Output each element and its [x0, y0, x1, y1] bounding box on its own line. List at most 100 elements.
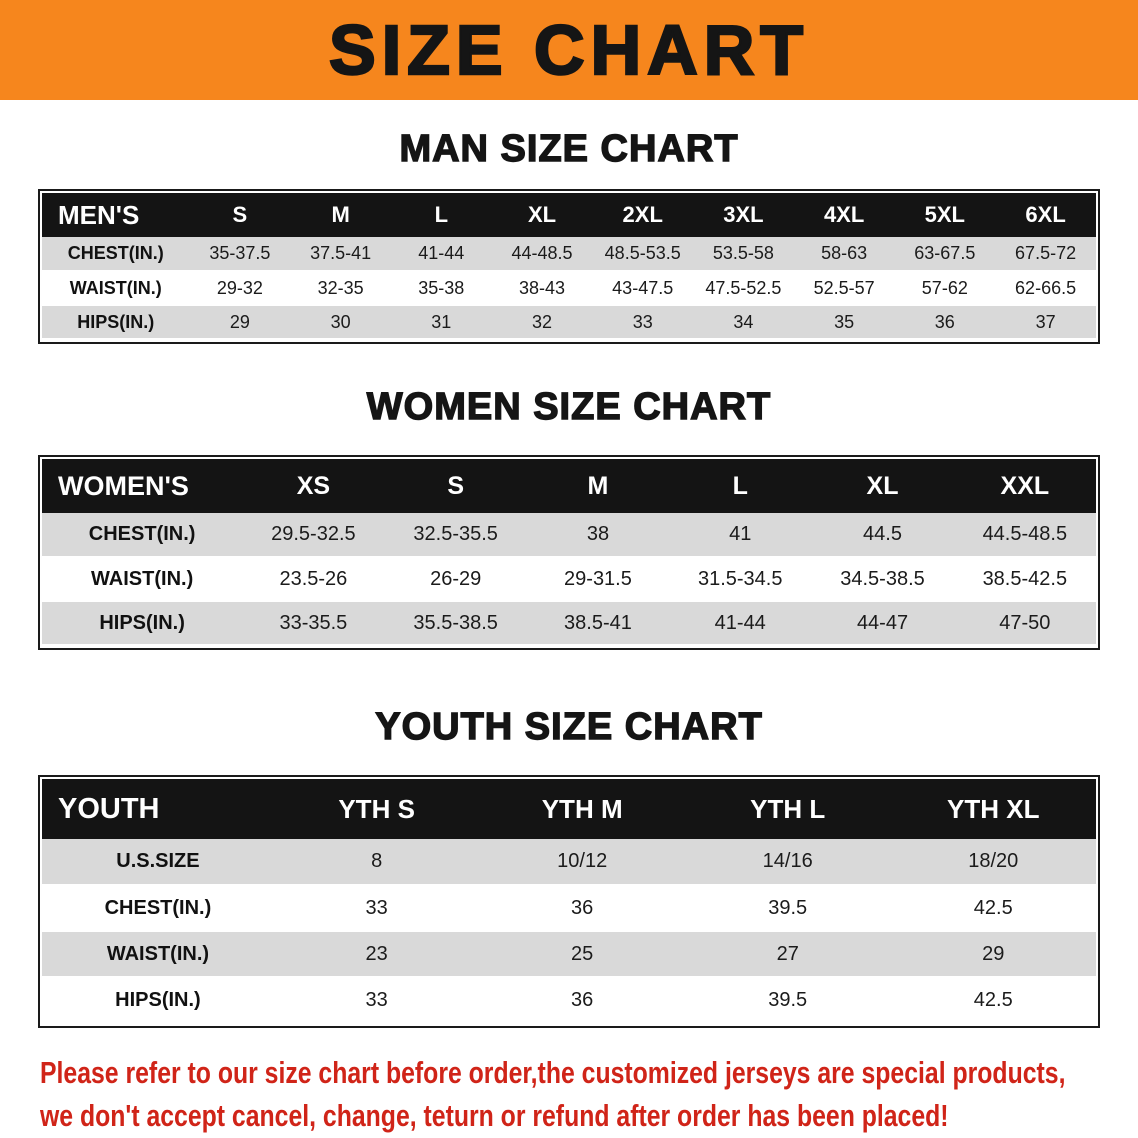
disclaimer-line-1: Please refer to our size chart before or…	[40, 1055, 1066, 1090]
size-column-header: L	[390, 193, 492, 237]
size-value-cell: 37.5-41	[290, 237, 391, 272]
size-value-cell: 36	[479, 977, 685, 1024]
table-row: CHEST(IN.) 33 36 39.5 42.5	[42, 885, 1096, 932]
size-value-cell: 67.5-72	[995, 237, 1096, 272]
row-label: HIPS(IN.)	[42, 305, 190, 340]
size-value-cell: 32	[491, 305, 593, 340]
row-label: HIPS(IN.)	[42, 977, 274, 1024]
men-table-body: CHEST(IN.) 35-37.5 37.5-41 41-44 44-48.5 48.5…	[42, 237, 1096, 340]
table-row: CHEST(IN.) 29.5-32.5 32.5-35.5 38 41 44.5 44.5…	[42, 513, 1096, 558]
size-value-cell: 38.5-42.5	[953, 557, 1096, 602]
disclaimer-line-2: we don't accept cancel, change, teturn o…	[40, 1097, 949, 1133]
size-column-header: M	[290, 193, 391, 237]
size-column-header: S	[384, 459, 527, 513]
size-column-header: M	[526, 459, 670, 513]
size-value-cell: 58-63	[793, 237, 895, 272]
size-value-cell: 41-44	[390, 237, 492, 272]
size-value-cell: 41-44	[669, 601, 812, 646]
women-table-header-row: WOMEN'S XS S M L XL XXL	[42, 459, 1096, 513]
size-column-header: XL	[491, 193, 593, 237]
row-label: CHEST(IN.)	[42, 885, 274, 932]
size-value-cell: 36	[894, 305, 996, 340]
size-column-header: S	[189, 193, 291, 237]
size-column-header: 6XL	[995, 193, 1096, 237]
size-column-header: XXL	[953, 459, 1096, 513]
size-value-cell: 62-66.5	[995, 271, 1096, 306]
table-row: CHEST(IN.) 35-37.5 37.5-41 41-44 44-48.5 48.5…	[42, 237, 1096, 272]
size-column-header: 5XL	[894, 193, 996, 237]
size-value-cell: 29-31.5	[526, 557, 670, 602]
size-value-cell: 33-35.5	[242, 601, 385, 646]
size-column-header: XL	[811, 459, 954, 513]
size-value-cell: 29	[890, 931, 1096, 978]
size-value-cell: 35.5-38.5	[384, 601, 527, 646]
youth-size-table: YOUTH YTH S YTH M YTH L YTH XL U.S.SIZE 8 10/1…	[38, 775, 1100, 1028]
size-value-cell: 29-32	[189, 271, 291, 306]
size-column-header: 2XL	[592, 193, 694, 237]
size-value-cell: 33	[592, 305, 694, 340]
youth-size-table-grid: YOUTH YTH S YTH M YTH L YTH XL U.S.SIZE 8 10/1…	[42, 779, 1096, 1024]
size-column-header: YTH L	[684, 779, 891, 839]
table-row: WAIST(IN.) 23.5-26 26-29 29-31.5 31.5-34.5 34…	[42, 557, 1096, 602]
table-row: HIPS(IN.) 29 30 31 32 33 34 35 36 37	[42, 305, 1096, 340]
size-value-cell: 14/16	[684, 839, 891, 886]
size-value-cell: 30	[290, 305, 391, 340]
women-size-table: WOMEN'S XS S M L XL XXL CHEST(IN.) 29.5-32.5 32.…	[38, 455, 1100, 650]
row-label: WAIST(IN.)	[42, 931, 274, 978]
size-value-cell: 35-38	[390, 271, 492, 306]
size-value-cell: 44-47	[811, 601, 954, 646]
size-value-cell: 32-35	[290, 271, 391, 306]
size-value-cell: 43-47.5	[592, 271, 694, 306]
row-label: CHEST(IN.)	[42, 513, 243, 558]
size-value-cell: 27	[684, 931, 891, 978]
size-value-cell: 63-67.5	[894, 237, 996, 272]
size-value-cell: 52.5-57	[793, 271, 895, 306]
size-value-cell: 25	[479, 931, 685, 978]
row-label: WAIST(IN.)	[42, 271, 190, 306]
size-value-cell: 53.5-58	[693, 237, 794, 272]
disclaimer: Please refer to our size chart before or…	[40, 1052, 1138, 1138]
size-value-cell: 29	[189, 305, 291, 340]
section-title-women: WOMEN SIZE CHART	[366, 385, 772, 428]
size-value-cell: 39.5	[684, 885, 891, 932]
section-title-men: MAN SIZE CHART	[399, 127, 739, 170]
size-value-cell: 39.5	[684, 977, 891, 1024]
size-column-header: YTH XL	[890, 779, 1096, 839]
men-size-table-grid: MEN'S S M L XL 2XL 3XL 4XL 5XL 6XL CHEST(IN.) 35-3…	[42, 193, 1096, 340]
women-table-body: CHEST(IN.) 29.5-32.5 32.5-35.5 38 41 44.5 44.5…	[42, 513, 1096, 646]
size-column-header: XS	[242, 459, 385, 513]
size-value-cell: 31	[390, 305, 492, 340]
row-label: HIPS(IN.)	[42, 601, 243, 646]
size-value-cell: 35-37.5	[189, 237, 291, 272]
row-label: WAIST(IN.)	[42, 557, 243, 602]
size-value-cell: 38-43	[491, 271, 593, 306]
size-value-cell: 29.5-32.5	[242, 513, 385, 558]
size-value-cell: 47.5-52.5	[693, 271, 794, 306]
size-value-cell: 37	[995, 305, 1096, 340]
size-column-header: L	[669, 459, 812, 513]
size-value-cell: 48.5-53.5	[592, 237, 694, 272]
size-value-cell: 34	[693, 305, 794, 340]
youth-table-header-row: YOUTH YTH S YTH M YTH L YTH XL	[42, 779, 1096, 839]
size-value-cell: 23	[273, 931, 480, 978]
size-value-cell: 44.5-48.5	[953, 513, 1096, 558]
size-value-cell: 42.5	[890, 977, 1096, 1024]
table-corner-label: YOUTH	[42, 779, 274, 839]
size-column-header: 4XL	[793, 193, 895, 237]
table-row: WAIST(IN.) 29-32 32-35 35-38 38-43 43-47.5 47.…	[42, 271, 1096, 306]
size-value-cell: 10/12	[479, 839, 685, 886]
size-value-cell: 44.5	[811, 513, 954, 558]
size-value-cell: 23.5-26	[242, 557, 385, 602]
table-corner-label: MEN'S	[42, 193, 190, 237]
size-value-cell: 36	[479, 885, 685, 932]
size-value-cell: 57-62	[894, 271, 996, 306]
size-value-cell: 34.5-38.5	[811, 557, 954, 602]
banner-title: SIZE CHART	[328, 11, 809, 89]
table-row: U.S.SIZE 8 10/12 14/16 18/20	[42, 839, 1096, 886]
men-size-table: MEN'S S M L XL 2XL 3XL 4XL 5XL 6XL CHEST(IN.) 35-3…	[38, 189, 1100, 344]
size-value-cell: 32.5-35.5	[384, 513, 527, 558]
men-table-header-row: MEN'S S M L XL 2XL 3XL 4XL 5XL 6XL	[42, 193, 1096, 237]
row-label: CHEST(IN.)	[42, 237, 190, 272]
size-value-cell: 38	[526, 513, 670, 558]
size-column-header: YTH M	[479, 779, 685, 839]
